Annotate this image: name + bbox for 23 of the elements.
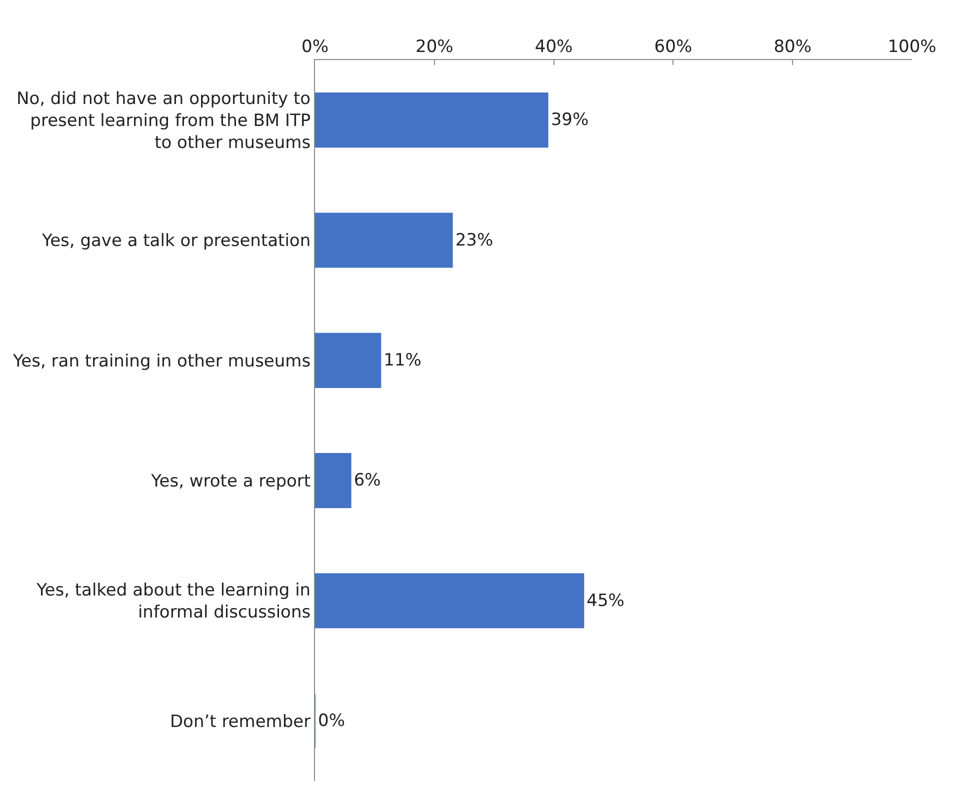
- x-tick-label: 80%: [774, 37, 812, 58]
- y-tick-label: Don’t remember: [170, 712, 311, 732]
- data-label: 39%: [550, 110, 589, 130]
- y-tick-label: Yes, gave a talk or presentation: [40, 231, 311, 252]
- bar: [315, 332, 382, 388]
- y-tick-label: No, did not have an opportunity to present learning from the BM ITP to other museums: [16, 88, 311, 154]
- y-tick-label: Yes, ran training in other museums: [12, 351, 311, 372]
- y-tick-label: Yes, talked about the learning in informal discussions: [36, 580, 311, 623]
- x-tick-label: 40%: [534, 37, 573, 58]
- x-tick-label: 0%: [302, 37, 328, 58]
- bar: [315, 92, 548, 148]
- bar: [315, 573, 584, 628]
- x-tick-label: 60%: [654, 37, 692, 58]
- data-label: 45%: [586, 590, 624, 611]
- x-tick-label: 100%: [888, 37, 936, 58]
- data-label: 0%: [318, 710, 345, 731]
- y-tick-label: Yes, wrote a report: [150, 472, 311, 492]
- bar: [315, 453, 352, 508]
- bar: [315, 212, 453, 268]
- data-label: 11%: [384, 350, 422, 370]
- data-label: 6%: [354, 470, 381, 491]
- x-tick-label: 20%: [416, 37, 454, 58]
- data-label: 23%: [455, 230, 494, 250]
